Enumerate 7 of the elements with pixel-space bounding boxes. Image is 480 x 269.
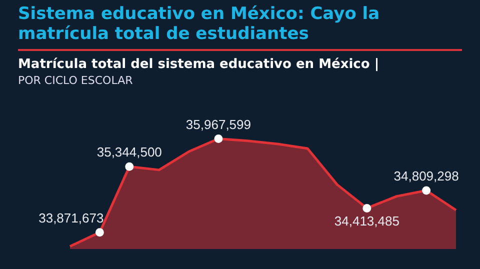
data-label: 35,344,500 [96,144,162,160]
data-label: 34,809,298 [394,168,459,184]
data-label: 34,413,485 [334,213,400,228]
chart-subtitle: Matrícula total del sistema educativo en México | POR CICLO ESCOLAR [18,57,380,87]
data-label: 33,871,673 [38,210,104,226]
chart-title: Sistema educativo en México: Cayo la matrícula total de estudiantes [18,4,381,44]
data-label: 35,967,599 [186,116,251,132]
